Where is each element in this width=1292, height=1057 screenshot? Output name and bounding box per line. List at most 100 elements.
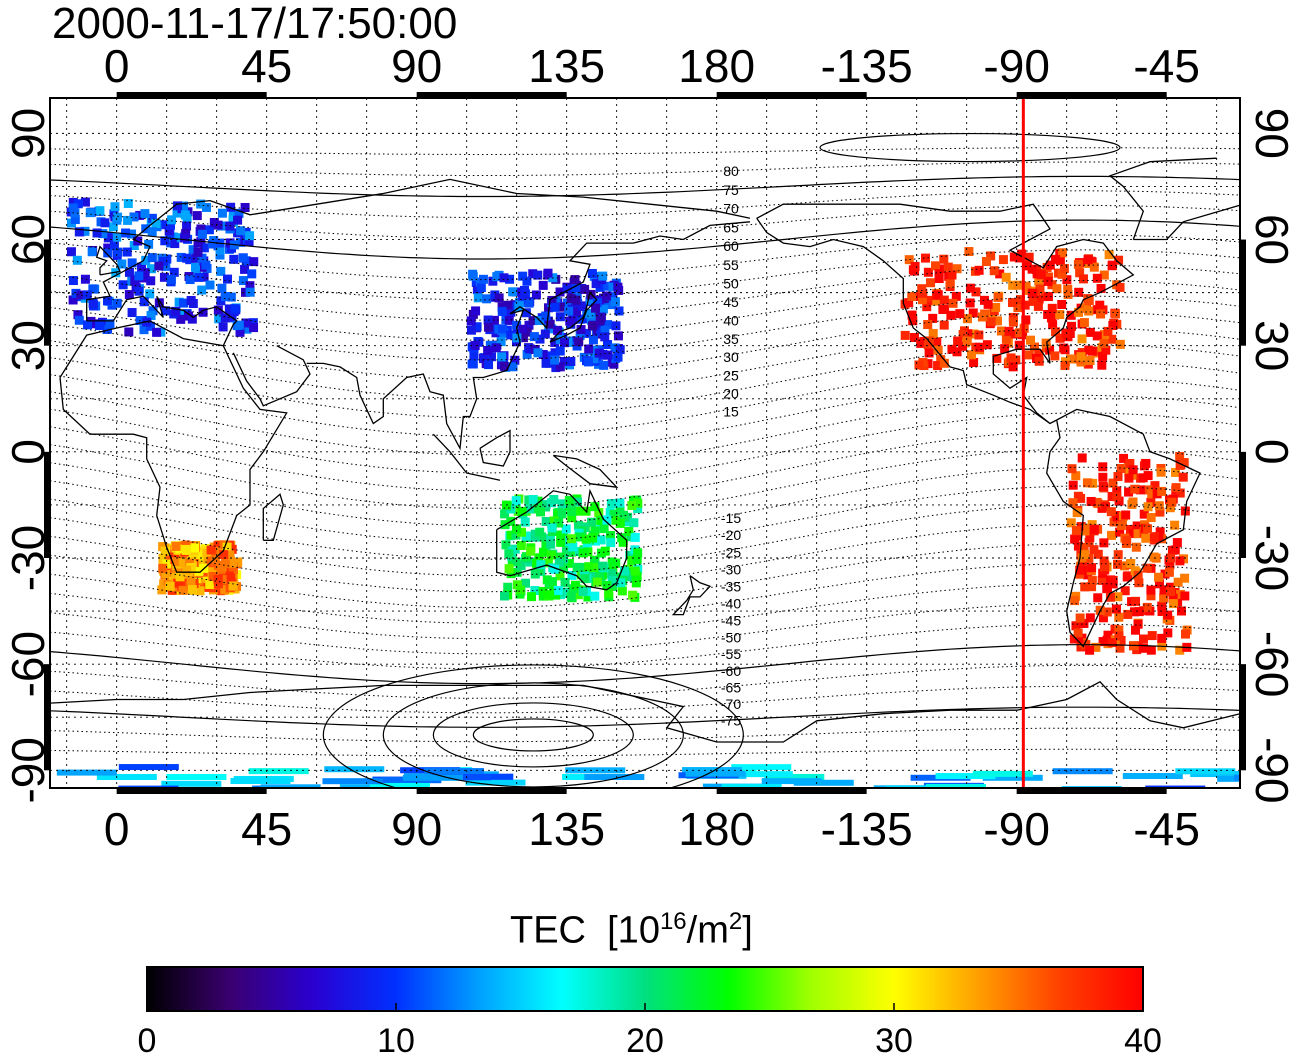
tec-pixel — [186, 295, 196, 305]
tec-pixel — [369, 782, 430, 788]
tec-pixel — [213, 575, 223, 585]
contour-label: 70 — [723, 201, 739, 217]
tec-pixel — [923, 267, 933, 277]
tec-pixel — [1149, 552, 1159, 562]
tec-pixel — [1071, 526, 1081, 536]
tec-pixel — [969, 357, 979, 367]
tec-pixel — [1168, 599, 1178, 609]
tec-pixel — [240, 264, 250, 274]
tec-pixel — [80, 197, 90, 207]
tec-pixel — [1022, 261, 1032, 271]
tec-pixel — [140, 268, 150, 278]
tec-pixel — [206, 545, 216, 555]
tec-pixel — [541, 516, 551, 526]
tec-pixel — [146, 276, 156, 286]
contour-label: -30 — [721, 562, 741, 578]
tec-pixel — [1146, 513, 1156, 523]
tec-pixel — [121, 228, 131, 238]
tec-pixel — [603, 340, 613, 350]
tec-pixel — [609, 359, 619, 369]
tec-pixel — [196, 224, 206, 234]
tec-pixel — [423, 768, 484, 775]
tec-pixel — [1055, 333, 1065, 343]
tec-pixel — [1157, 486, 1167, 496]
tec-pixel — [145, 289, 155, 299]
lon-tick-bottom: 90 — [391, 803, 442, 855]
lat-tick-right: -30 — [1246, 525, 1292, 591]
tec-pixel — [74, 315, 84, 325]
tec-pixel — [904, 255, 914, 265]
tec-pixel — [499, 361, 509, 371]
tec-pixel — [1059, 343, 1069, 353]
tec-pixel — [556, 537, 566, 547]
tec-pixel — [1103, 326, 1113, 336]
contour-label: 45 — [723, 294, 739, 310]
tec-pixel — [247, 269, 257, 279]
lon-tick-top: -90 — [983, 40, 1049, 92]
tec-pixel — [233, 215, 243, 225]
tec-pixel — [565, 767, 626, 774]
tec-pixel — [1015, 295, 1025, 305]
tec-pixel — [505, 274, 515, 284]
tec-pixel — [535, 507, 545, 517]
tec-pixel — [910, 266, 920, 276]
tec-pixel — [245, 287, 255, 297]
tec-pixel — [606, 538, 616, 548]
tec-pixel — [205, 579, 215, 589]
tec-pixel — [633, 548, 643, 558]
tec-pixel — [632, 572, 642, 582]
tec-pixel — [511, 524, 521, 534]
tec-pixel — [241, 318, 251, 328]
south-pole-contour — [322, 664, 744, 788]
tec-pixel — [506, 330, 516, 340]
tec-pixel — [982, 340, 992, 350]
contour-label: 75 — [723, 182, 739, 198]
tec-pixel — [512, 580, 522, 590]
tec-pixel — [627, 555, 637, 565]
tec-pixel — [499, 273, 509, 283]
tec-pixel — [1092, 497, 1102, 507]
tec-pixel — [1142, 524, 1152, 534]
tec-pixel — [1001, 272, 1011, 282]
tec-pixel — [633, 498, 643, 508]
tec-pixel — [466, 316, 476, 326]
tec-pixel — [503, 582, 513, 592]
tec-pixel — [628, 590, 638, 600]
tec-pixel — [904, 298, 914, 308]
frame-segment — [44, 451, 50, 558]
tec-pixel — [1110, 309, 1120, 319]
tec-pixel — [1074, 307, 1084, 317]
tec-pixel — [547, 295, 557, 305]
tec-pixel — [1155, 527, 1165, 537]
tec-pixel — [538, 591, 548, 601]
frame-border — [49, 97, 1241, 789]
colorbar-title: TEC [1016/m2] — [510, 908, 753, 953]
tec-pixel — [1041, 338, 1051, 348]
tec-pixel — [540, 329, 550, 339]
tec-pixel — [482, 294, 492, 304]
tec-pixel — [547, 523, 557, 533]
tec-pixel — [74, 227, 84, 237]
tec-pixel — [1024, 252, 1034, 262]
tec-pixel — [171, 550, 181, 560]
coastline — [432, 433, 501, 481]
tec-pixel — [914, 360, 924, 370]
tec-pixel — [1138, 473, 1148, 483]
contour-line — [50, 748, 1240, 757]
tec-pixel — [587, 517, 597, 527]
tec-pixel — [938, 304, 948, 314]
tec-pixel — [1089, 262, 1099, 272]
frame-segment — [716, 788, 867, 794]
tec-pixel — [1133, 529, 1143, 539]
tec-pixel — [946, 310, 956, 320]
tec-pixel — [158, 220, 168, 230]
tec-pixel — [1146, 585, 1156, 595]
tec-pixel — [615, 498, 625, 508]
colorbar-tick-label: 40 — [1124, 1022, 1162, 1057]
contour-label: 35 — [723, 331, 739, 347]
tec-pixel — [986, 251, 996, 261]
tec-pixel — [208, 572, 218, 582]
tec-pixel — [478, 274, 488, 284]
tec-pixel — [928, 328, 938, 338]
tec-pixel — [925, 784, 986, 788]
